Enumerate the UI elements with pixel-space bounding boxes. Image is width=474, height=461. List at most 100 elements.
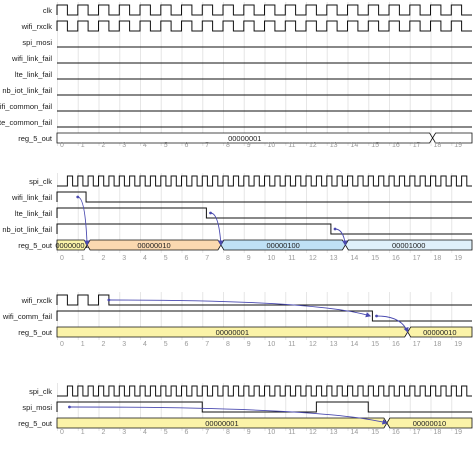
waveform: [56, 191, 472, 203]
dependency-arrow: [108, 299, 372, 318]
tick-label: 1: [81, 255, 85, 262]
arrow-origin-dot: [76, 195, 80, 199]
signal-label: lte_link_fail: [15, 209, 52, 218]
arrow-origin-dot: [333, 227, 337, 231]
arrow-origin-dot: [209, 211, 212, 215]
signal-label: wifi_common_fail: [0, 102, 52, 111]
tick-label: 17: [413, 429, 421, 436]
tick-label: 18: [434, 142, 442, 149]
signal-label: lte_link_fail: [15, 70, 52, 79]
tick-label: 2: [102, 341, 106, 348]
tick-label: 16: [392, 255, 400, 262]
tick-label: 14: [351, 429, 359, 436]
bus-value: 00000001: [205, 419, 238, 428]
bus-segment: [432, 132, 473, 144]
tick-label: 10: [268, 429, 276, 436]
signal-spi-clk: spi_clk: [29, 175, 472, 187]
tick-label: 13: [330, 429, 338, 436]
tick-label: 11: [288, 255, 295, 262]
signal-spi-mosi: spi_mosi: [22, 401, 472, 413]
signal-reg-5-out: reg_5_out 00000001 00000010: [18, 326, 473, 338]
tick-label: 13: [330, 341, 338, 348]
tick-label: 10: [268, 255, 276, 262]
tick-label: 9: [247, 142, 251, 149]
tick-label: 8: [226, 341, 230, 348]
signal-lte-link-fail: lte_link_fail: [15, 70, 472, 80]
signal-label: spi_clk: [29, 387, 52, 396]
tick-label: 6: [185, 255, 189, 262]
tick-label: 9: [247, 341, 251, 348]
dependency-arrow: [376, 315, 409, 333]
tick-label: 15: [371, 255, 379, 262]
tick-label: 18: [434, 429, 442, 436]
diagram-4: spi_clk spi_mosi reg_5_out 00000001 00000010…: [18, 383, 473, 436]
tick-label: 15: [371, 429, 379, 436]
waveform: [56, 223, 472, 235]
tick-label: 14: [351, 142, 359, 149]
tick-label: 12: [309, 429, 317, 436]
tick-label: 2: [102, 142, 106, 149]
tick-label: 0: [60, 142, 64, 149]
tick-label: 16: [392, 429, 400, 436]
tick-label: 5: [164, 341, 168, 348]
tick-label: 15: [371, 341, 379, 348]
tick-label: 14: [351, 255, 359, 262]
tick-label: 11: [288, 429, 295, 436]
tick-label: 15: [371, 142, 379, 149]
signal-label: wifi_link_fail: [11, 193, 52, 202]
tick-label: 10: [268, 341, 276, 348]
signal-label: lte_common_fail: [0, 118, 52, 127]
bus-value: 00000010: [413, 419, 446, 428]
tick-label: 18: [434, 341, 442, 348]
waveform: [57, 175, 472, 187]
tick-label: 16: [392, 341, 400, 348]
signal-label: wifi_rxclk: [21, 22, 53, 31]
tick-label: 3: [122, 429, 126, 436]
tick-label: 2: [102, 429, 106, 436]
bus-value: 00000010: [423, 328, 456, 337]
signal-label: nb_iot_link_fail: [2, 86, 52, 95]
waveform: [56, 20, 472, 32]
signal-label: spi_mosi: [22, 403, 52, 412]
arrow-origin-dot: [68, 405, 71, 409]
tick-label: 12: [309, 255, 317, 262]
bus-value: 00000100: [266, 241, 299, 250]
tick-label: 17: [413, 142, 421, 149]
tick-label: 14: [351, 341, 359, 348]
waveform: [56, 401, 472, 413]
tick-label: 7: [205, 429, 209, 436]
tick-label: 8: [226, 255, 230, 262]
bus-value: 00000001: [55, 241, 88, 250]
signal-nb-iot-link-fail: nb_iot_link_fail: [2, 223, 472, 235]
signal-label: clk: [43, 6, 52, 15]
bus-value: 00000010: [137, 241, 170, 250]
waveform: [57, 385, 472, 397]
waveform: [56, 294, 472, 306]
signal-nb-iot-link-fail: nb_iot_link_fail: [2, 86, 472, 96]
signal-spi-mosi: spi_mosi: [22, 38, 472, 48]
tick-label: 7: [205, 341, 209, 348]
diagram-1: clk wifi_rxclk spi_mosi wifi_link_fail lte_l…: [0, 2, 473, 149]
tick-label: 4: [143, 429, 147, 436]
signal-label: nb_iot_link_fail: [2, 225, 52, 234]
signal-label: reg_5_out: [18, 134, 53, 143]
bus-segment: [407, 326, 473, 338]
signal-spi-clk: spi_clk: [29, 385, 472, 397]
tick-label: 19: [454, 142, 462, 149]
dependency-arrow: [77, 196, 90, 246]
signal-wifi-link-fail: wifi_link_fail: [11, 54, 472, 64]
tick-label: 12: [309, 142, 317, 149]
signal-lte-link-fail: lte_link_fail: [15, 207, 472, 219]
tick-label: 1: [81, 142, 85, 149]
tick-label: 4: [143, 255, 147, 262]
tick-label: 8: [226, 429, 230, 436]
tick-label: 12: [309, 341, 317, 348]
tick-label: 5: [164, 429, 168, 436]
signal-reg-5-out: reg_5_out 00000001: [18, 132, 473, 144]
tick-label: 8: [226, 142, 230, 149]
bus-segment: [344, 239, 473, 251]
signal-wifi-rxclk: wifi_rxclk: [21, 294, 472, 306]
waveform: [56, 4, 472, 16]
